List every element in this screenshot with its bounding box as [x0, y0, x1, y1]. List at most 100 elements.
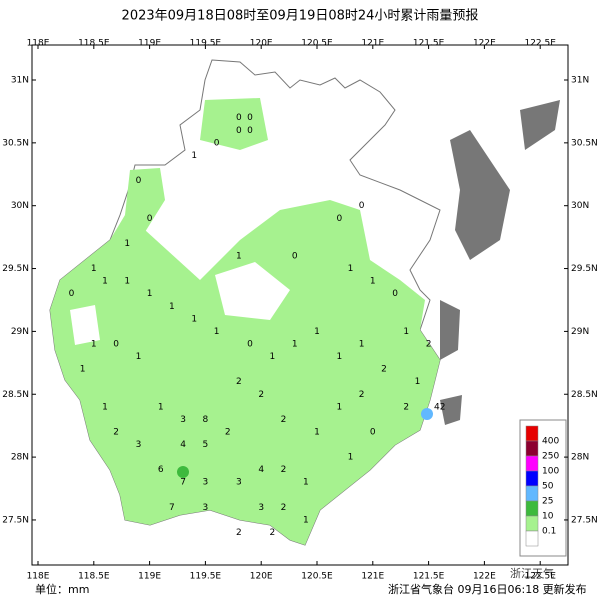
- island: [440, 100, 560, 425]
- station-value: 3: [136, 440, 142, 450]
- lon-tick-label: 121.5E: [413, 572, 445, 582]
- station-value: 1: [91, 264, 97, 274]
- station-value: 0: [247, 113, 253, 123]
- legend-swatch: [525, 530, 539, 547]
- no-rain-area: [70, 262, 290, 345]
- lon-tick-label: 119E: [138, 572, 161, 582]
- lat-tick-label: 27.5N: [2, 515, 29, 525]
- station-value: 1: [102, 277, 108, 287]
- rain-spot: [177, 466, 189, 478]
- lat-tick-label: 30N: [11, 201, 29, 211]
- lat-tick-label: 30.5N: [571, 138, 598, 148]
- station-value: 3: [258, 503, 264, 513]
- map-title: 2023年09月18日08时至09月19日08时24小时累计雨量预报: [122, 9, 479, 24]
- station-value: 2: [281, 465, 287, 475]
- station-value: 0: [214, 138, 220, 148]
- lon-tick-label: 118.5E: [78, 39, 110, 49]
- station-value: 1: [191, 151, 197, 161]
- lat-tick-label: 29.5N: [2, 264, 29, 274]
- lat-tick-label: 28N: [571, 453, 589, 463]
- legend-label: 10: [542, 512, 554, 522]
- rain-area: [50, 200, 440, 545]
- station-value: 0: [136, 176, 142, 186]
- lon-tick-label: 119.5E: [190, 39, 222, 49]
- station-value: 0: [69, 289, 75, 299]
- legend-swatch: [525, 485, 539, 502]
- legend-swatch: [525, 500, 539, 517]
- station-value: 0: [292, 251, 298, 261]
- lon-tick-label: 118E: [27, 39, 50, 49]
- station-value: 1: [80, 365, 86, 375]
- issuer-label: 浙江省气象台 09月16日06:18 更新发布: [388, 582, 587, 596]
- station-value: 2: [258, 390, 264, 400]
- station-value: 1: [136, 352, 142, 362]
- station-value: 1: [314, 427, 320, 437]
- legend-swatch: [525, 470, 539, 487]
- station-value: 42: [434, 402, 445, 412]
- station-value: 1: [415, 377, 421, 387]
- legend-swatch: [525, 455, 539, 472]
- station-value: 1: [191, 314, 197, 324]
- legend-label: 250: [542, 452, 559, 462]
- lat-tick-label: 30N: [571, 201, 589, 211]
- lat-tick-label: 30.5N: [2, 138, 29, 148]
- station-value: 0: [113, 339, 119, 349]
- legend-swatch: [525, 515, 539, 532]
- lon-tick-label: 122.5E: [524, 39, 556, 49]
- station-value: 3: [203, 503, 209, 513]
- station-value: 2: [403, 402, 409, 412]
- station-value: 1: [303, 515, 309, 525]
- station-value: 1: [359, 339, 365, 349]
- station-value: 1: [147, 289, 153, 299]
- station-value: 2: [225, 427, 231, 437]
- station-value: 1: [336, 402, 342, 412]
- station-value: 1: [403, 327, 409, 337]
- station-value: 1: [236, 251, 242, 261]
- station-value: 7: [180, 478, 186, 488]
- lat-tick-label: 28.5N: [2, 390, 29, 400]
- legend-label: 0.1: [542, 527, 556, 537]
- lon-tick-label: 120E: [250, 572, 273, 582]
- lon-tick-label: 122.5E: [524, 572, 556, 582]
- lon-tick-label: 120.5E: [301, 39, 333, 49]
- watermark: 浙江天气: [510, 566, 554, 580]
- station-value: 4: [258, 465, 264, 475]
- lon-tick-label: 120.5E: [301, 572, 333, 582]
- station-value: 1: [91, 339, 97, 349]
- station-value: 1: [269, 352, 275, 362]
- station-value: 0: [147, 214, 153, 224]
- station-value: 1: [158, 402, 164, 412]
- station-value: 6: [158, 465, 164, 475]
- lon-tick-label: 121.5E: [413, 39, 445, 49]
- lon-tick-label: 121E: [361, 572, 384, 582]
- station-value: 3: [236, 478, 242, 488]
- station-value: 2: [426, 339, 432, 349]
- station-value: 1: [169, 302, 175, 312]
- station-value: 0: [236, 126, 242, 136]
- lat-tick-label: 28N: [11, 453, 29, 463]
- station-value: 7: [169, 503, 175, 513]
- station-value: 1: [314, 327, 320, 337]
- lat-tick-label: 31N: [571, 76, 589, 86]
- rain-area: [125, 98, 268, 240]
- station-value: 3: [203, 478, 209, 488]
- legend-label: 50: [542, 482, 554, 492]
- station-value: 0: [359, 201, 365, 211]
- station-value: 5: [203, 440, 209, 450]
- station-value: 3: [180, 415, 186, 425]
- station-value: 2: [381, 365, 387, 375]
- station-value: 1: [124, 277, 130, 287]
- station-value: 1: [102, 402, 108, 412]
- lat-tick-label: 29N: [571, 327, 589, 337]
- lon-tick-label: 119.5E: [190, 572, 222, 582]
- station-value: 0: [370, 427, 376, 437]
- station-value: 0: [236, 113, 242, 123]
- lon-tick-label: 122E: [473, 39, 496, 49]
- station-value: 2: [281, 503, 287, 513]
- unit-label: 单位：mm: [35, 582, 89, 596]
- lon-tick-label: 121E: [361, 39, 384, 49]
- legend-swatch: [525, 425, 539, 442]
- station-value: 1: [214, 327, 220, 337]
